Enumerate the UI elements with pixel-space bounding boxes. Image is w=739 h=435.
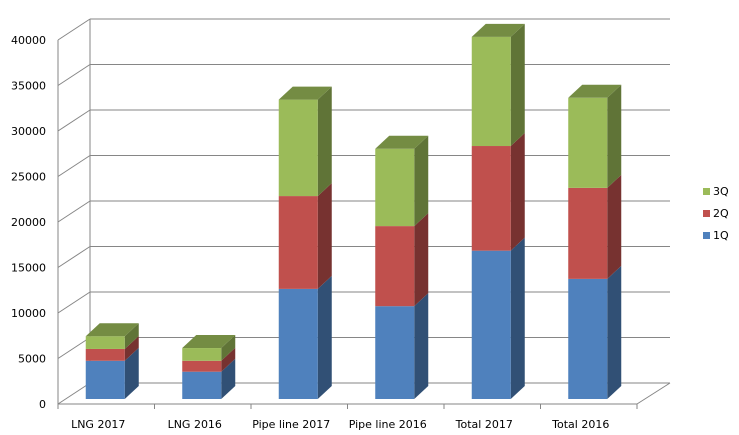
bar-segment-2Q	[471, 146, 511, 251]
bar-side-1Q	[221, 358, 236, 399]
floor-edge	[636, 382, 671, 405]
y-tick-label: 10000	[11, 307, 46, 320]
bars	[85, 23, 622, 399]
bar-side-3Q	[414, 135, 429, 227]
y-tick-label: 0	[39, 398, 46, 411]
side-wall-gridline	[57, 109, 91, 132]
x-tick-label: LNG 2016	[168, 418, 222, 431]
legend-swatch-3Q	[703, 188, 710, 195]
bar-side-1Q	[607, 265, 622, 399]
bar-segment-2Q	[278, 196, 318, 289]
y-tick-label: 25000	[11, 171, 46, 184]
y-tick-label: 40000	[11, 34, 46, 47]
bar-segment-1Q	[85, 360, 125, 399]
bar-side-2Q	[510, 133, 525, 251]
bar-side-1Q	[414, 293, 429, 399]
legend-label: 2Q	[713, 207, 729, 220]
bar-segment-1Q	[278, 288, 318, 399]
bar-segment-3Q	[85, 336, 125, 349]
bar-side-3Q	[124, 323, 139, 349]
y-tick-label: 15000	[11, 262, 46, 275]
bar-segment-1Q	[471, 250, 511, 399]
bar-side-2Q	[317, 183, 332, 289]
bar-side-1Q	[510, 237, 525, 399]
bar-segment-1Q	[182, 371, 222, 399]
bar-segment-3Q	[568, 97, 608, 188]
side-wall-gridline	[57, 246, 91, 268]
legend-label: 3Q	[713, 185, 729, 198]
legend: 3Q 2Q 1Q	[703, 185, 729, 242]
legend-swatch-2Q	[703, 210, 710, 217]
bar-segment-1Q	[568, 278, 608, 399]
y-axis: 0 5000 10000 15000 20000 25000 30000 35000 40000	[11, 34, 46, 411]
x-tick-label: LNG 2017	[71, 418, 125, 431]
bar-side-3Q	[510, 23, 525, 147]
side-wall-gridline	[57, 382, 91, 405]
bar-side-2Q	[607, 174, 622, 279]
bar-top-3Q	[375, 135, 429, 149]
side-wall-gridline	[57, 18, 91, 41]
side-wall-gridline	[57, 337, 91, 359]
bar-segment-2Q	[568, 187, 608, 279]
bar-side-3Q	[221, 335, 236, 361]
bar-top-3Q	[278, 86, 332, 100]
x-tick-label: Total 2017	[455, 418, 513, 431]
side-wall-gridline	[57, 200, 91, 223]
bar-side-1Q	[317, 275, 332, 399]
bar-segment-3Q	[375, 148, 415, 227]
bar-side-2Q	[221, 347, 236, 372]
bar-top-3Q	[568, 84, 622, 98]
x-axis: LNG 2017 LNG 2016 Pipe line 2017 Pipe line …	[71, 418, 609, 431]
y-tick-label: 35000	[11, 80, 46, 93]
bar-segment-3Q	[278, 99, 318, 197]
x-tick-label: Pipe line 2017	[252, 418, 330, 431]
bar-top-3Q	[85, 323, 139, 337]
side-wall-gridline	[57, 64, 91, 86]
bar-segment-3Q	[471, 36, 511, 147]
x-tick-label: Total 2016	[551, 418, 609, 431]
y-tick-label: 5000	[18, 353, 46, 366]
bar-side-3Q	[317, 86, 332, 197]
y-tick-label: 30000	[11, 125, 46, 138]
bar-side-3Q	[607, 84, 622, 188]
legend-label: 1Q	[713, 229, 729, 242]
bar-segment-2Q	[182, 360, 222, 372]
bar-segment-2Q	[85, 348, 125, 361]
legend-swatch-1Q	[703, 232, 710, 239]
side-wall-gridline	[57, 291, 91, 314]
bar-side-2Q	[414, 213, 429, 307]
side-wall-gridline	[57, 155, 91, 177]
bar-segment-3Q	[182, 348, 222, 361]
bar-top-3Q	[182, 335, 236, 349]
bar-side-2Q	[124, 335, 139, 361]
bar-segment-2Q	[375, 226, 415, 307]
bar-side-1Q	[124, 347, 139, 399]
x-tick-label: Pipe line 2016	[349, 418, 427, 431]
bar-segment-1Q	[375, 306, 415, 399]
y-tick-label: 20000	[11, 216, 46, 229]
bar-top-3Q	[471, 23, 525, 37]
